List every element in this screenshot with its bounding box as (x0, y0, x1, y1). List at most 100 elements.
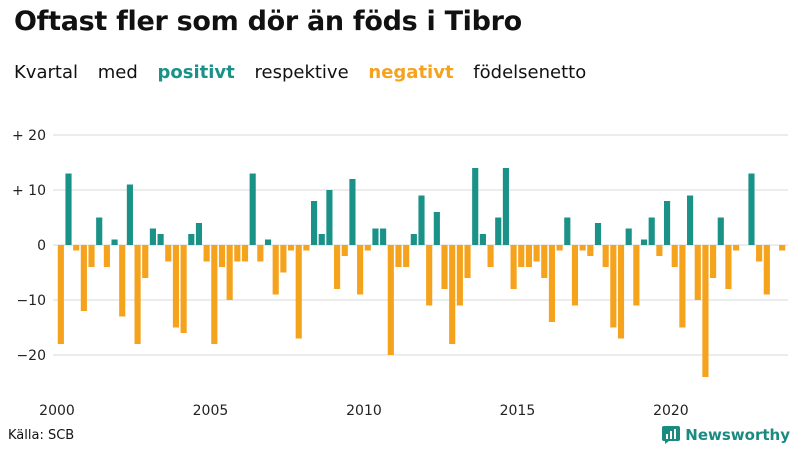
bar-negative (617, 245, 625, 339)
bar-positive (433, 212, 440, 245)
bar-negative (295, 245, 302, 339)
bar-positive (111, 239, 118, 245)
bar-positive (640, 239, 648, 245)
bar-negative (172, 245, 180, 328)
bar-negative (334, 245, 341, 289)
bar-positive (418, 195, 425, 245)
newsworthy-logo-icon (662, 426, 681, 444)
bar-negative (541, 245, 548, 278)
bar-negative (57, 245, 64, 344)
bar-negative (280, 245, 287, 273)
bar-negative (571, 245, 579, 306)
bar-positive (648, 217, 655, 245)
bar-negative (602, 245, 609, 267)
bar-negative (756, 245, 763, 262)
bar-negative (556, 245, 563, 251)
bar-positive (264, 239, 272, 245)
bar-positive (96, 217, 103, 245)
bar-positive (326, 190, 333, 245)
bar-negative (211, 245, 218, 344)
x-tick-label: 2005 (193, 403, 229, 419)
bar-positive (318, 234, 325, 245)
y-tick-label: + 20 (12, 128, 46, 144)
bar-negative (464, 245, 471, 278)
bar-positive (479, 234, 486, 245)
bar-negative (456, 245, 463, 306)
bar-positive (625, 228, 632, 245)
bar-negative (548, 245, 556, 322)
x-tick-label: 2015 (500, 403, 536, 419)
bar-negative (518, 245, 525, 267)
bar-positive (748, 173, 755, 245)
chart-title: Oftast fler som dör än föds i Tibro (14, 6, 522, 37)
bar-negative (180, 245, 187, 333)
bar-positive (594, 223, 602, 245)
bar-negative (203, 245, 210, 262)
bar-negative (218, 245, 226, 267)
bar-negative (449, 245, 456, 344)
bar-negative (303, 245, 310, 251)
bar-negative (387, 245, 394, 355)
bar-negative (779, 245, 786, 251)
bar-negative (119, 245, 126, 317)
bar-negative (441, 245, 448, 289)
bar-negative (88, 245, 95, 267)
bar-negative (679, 245, 686, 328)
bar-negative (364, 245, 371, 251)
bar-negative (341, 245, 348, 256)
bar-negative (487, 245, 494, 267)
x-tick-label: 2000 (39, 403, 75, 419)
bar-positive (380, 228, 387, 245)
bar-negative (234, 245, 241, 262)
bar-positive (410, 234, 417, 245)
bar-negative (395, 245, 402, 267)
bar-positive (310, 201, 318, 245)
subtitle-text-med: med (97, 62, 138, 83)
brand-name: Newsworthy (685, 426, 790, 444)
bar-negative (702, 245, 709, 377)
source-note: Källa: SCB (8, 428, 75, 443)
bar-negative (142, 245, 149, 278)
bar-negative (587, 245, 594, 256)
bar-negative (694, 245, 701, 300)
y-tick-label: 0 (37, 238, 46, 254)
bar-negative (725, 245, 732, 289)
bar-negative (579, 245, 586, 251)
bar-negative (733, 245, 740, 251)
subtitle-positive-label: positivt (157, 62, 235, 83)
bar-negative (656, 245, 663, 256)
bar-negative (525, 245, 533, 267)
bar-positive (495, 217, 502, 245)
bar-negative (80, 245, 87, 311)
bar-negative (103, 245, 110, 267)
bar-negative (633, 245, 640, 306)
bar-positive (188, 234, 195, 245)
bar-positive (687, 195, 694, 245)
y-tick-label: −10 (16, 293, 46, 309)
bar-positive (157, 234, 164, 245)
bar-negative (357, 245, 364, 295)
bar-negative (241, 245, 249, 262)
bar-positive (126, 184, 133, 245)
bar-negative (272, 245, 279, 295)
bar-positive (372, 228, 379, 245)
bar-negative (257, 245, 264, 262)
bar-positive (195, 223, 203, 245)
subtitle-negative-label: negativt (368, 62, 454, 83)
bar-negative (403, 245, 410, 267)
bar-negative (73, 245, 80, 251)
bar-positive (249, 173, 256, 245)
bar-negative (165, 245, 172, 262)
bar-positive (149, 228, 156, 245)
bar-positive (717, 217, 724, 245)
bar-negative (533, 245, 540, 262)
bar-negative (426, 245, 433, 306)
subtitle-text-fodelsenetto: födelsenetto (473, 62, 587, 83)
bar-positive (663, 201, 671, 245)
subtitle-text-respektive: respektive (254, 62, 349, 83)
bar-negative (610, 245, 617, 328)
bar-negative (134, 245, 141, 344)
bar-negative (226, 245, 233, 300)
bar-positive (502, 168, 509, 245)
